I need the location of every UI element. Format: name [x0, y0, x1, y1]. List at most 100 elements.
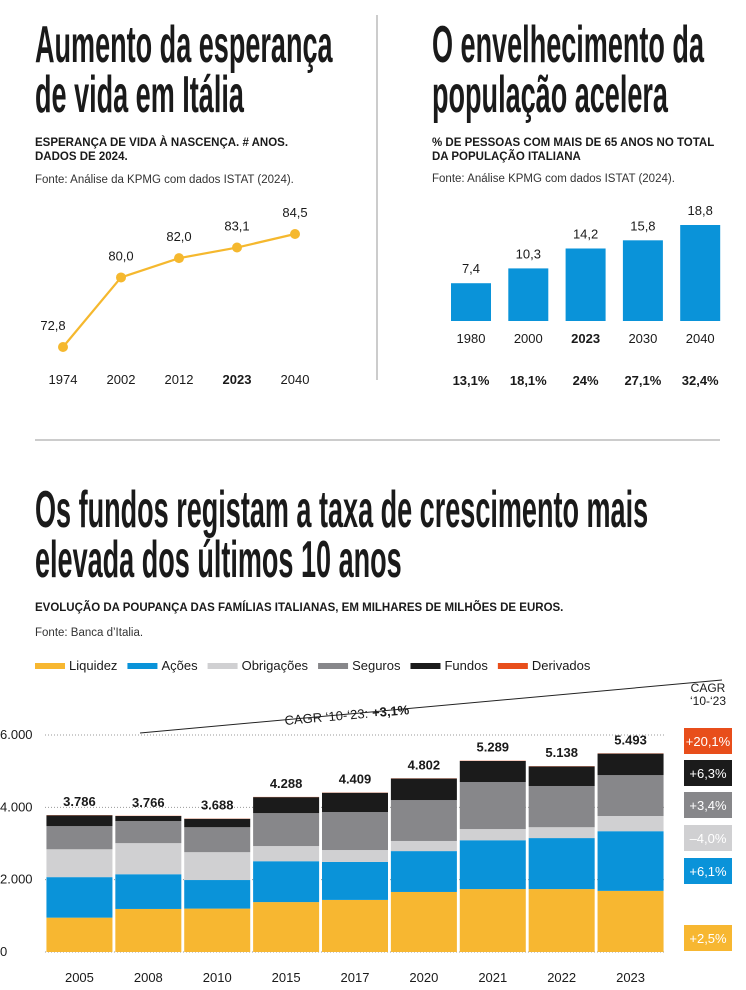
x-tick-label: 2010	[203, 970, 232, 985]
bar-segment	[184, 827, 251, 853]
bar-segment	[459, 840, 526, 890]
bar-segment	[115, 816, 182, 822]
total-label: 5.289	[477, 740, 510, 755]
legend-label: Liquidez	[69, 658, 117, 673]
value-label: 82,0	[166, 229, 191, 244]
x-tick-label: 2008	[134, 970, 163, 985]
trend-annotation: CAGR ‘10-‘23: +3,1%	[284, 702, 410, 728]
x-tick-label: 2002	[107, 372, 136, 387]
cagr-box	[684, 760, 732, 786]
bar-segment	[184, 908, 251, 952]
total-label: 4.288	[270, 776, 303, 791]
bar-segment	[528, 766, 595, 786]
value-label: 83,1	[224, 219, 249, 234]
marker	[174, 253, 184, 264]
bar-segment	[115, 874, 182, 909]
y-tick-label: 0	[0, 944, 7, 959]
x-tick-label: 2017	[341, 970, 370, 985]
footer-label: 32,4%	[682, 373, 719, 388]
cagr-label: +3,4%	[689, 798, 727, 813]
bar-segment	[322, 792, 388, 813]
x-tick-label: 2005	[65, 970, 94, 985]
bar-segment	[390, 851, 457, 892]
footer-label: 13,1%	[453, 373, 490, 388]
value-label: 14,2	[573, 226, 598, 241]
x-tick-label: 2023	[223, 372, 252, 387]
cagr-label: +6,3%	[689, 766, 727, 781]
bar-segment	[184, 880, 251, 909]
bar-segment	[322, 850, 388, 862]
x-tick-label: 2021	[478, 970, 507, 985]
legend-label: Fundos	[444, 658, 488, 673]
bar-segment	[322, 861, 388, 900]
legend-label: Seguros	[352, 658, 401, 673]
trend-label: CAGR ‘10-‘23:	[284, 706, 369, 728]
subtitle: % DE PESSOAS COM MAIS DE 65 ANOS NO TOTA…	[432, 137, 714, 149]
bar-segment	[597, 753, 664, 776]
bar-segment	[46, 826, 113, 850]
total-label: 3.688	[201, 798, 234, 813]
subtitle: DADOS DE 2024.	[35, 151, 128, 163]
bar-segment	[597, 816, 664, 832]
cagr-box	[684, 728, 732, 754]
bar-segment	[46, 815, 113, 827]
y-tick-label: 6.000	[0, 727, 33, 742]
bar-segment	[459, 889, 526, 952]
value-label: 18,8	[688, 203, 713, 218]
marker	[116, 272, 126, 283]
chart-title: Aumento da esperança	[35, 16, 333, 74]
x-tick-label: 2012	[165, 372, 194, 387]
legend-swatch	[207, 663, 238, 669]
bar-segment	[322, 899, 388, 952]
cagr-header: CAGR	[691, 681, 726, 695]
chart-title: de vida em Itália	[35, 66, 244, 124]
source: Fonte: Análise da KPMG com dados ISTAT (…	[35, 174, 294, 186]
x-tick-label: 2040	[686, 331, 715, 346]
x-tick-label: 2020	[409, 970, 438, 985]
bar-segment	[253, 861, 320, 903]
cagr-label: –4,0%	[690, 831, 727, 846]
legend-swatch	[318, 663, 349, 669]
trend-line	[139, 679, 723, 734]
trend-value: +3,1%	[371, 702, 410, 720]
value-label: 80,0	[108, 248, 133, 263]
bar-segment	[390, 891, 457, 952]
bar-segment	[597, 775, 664, 817]
bar-segment	[184, 852, 251, 881]
cagr-label: +2,5%	[689, 931, 727, 946]
chart-title: O envelhecimento da	[432, 16, 705, 74]
x-tick-label: 2000	[514, 331, 543, 346]
bar-segment	[528, 827, 595, 839]
cagr-box	[684, 925, 732, 951]
bar	[451, 283, 491, 321]
legend-label: Obrigações	[242, 658, 309, 673]
x-tick-label: 2022	[547, 970, 576, 985]
subtitle: EVOLUÇÃO DA POUPANÇA DAS FAMÍLIAS ITALIA…	[35, 601, 563, 614]
value-label: 10,3	[516, 246, 541, 261]
cagr-label: +20,1%	[686, 734, 731, 749]
footer-label: 27,1%	[624, 373, 661, 388]
bar-segment	[322, 812, 388, 851]
x-tick-label: 2040	[281, 372, 310, 387]
bar-segment	[597, 831, 664, 891]
marker	[58, 342, 68, 352]
cagr-box	[684, 858, 732, 884]
total-label: 4.802	[408, 757, 441, 772]
bar-segment	[459, 829, 526, 841]
footer-label: 24%	[573, 373, 599, 388]
y-tick-label: 2.000	[0, 872, 33, 887]
total-label: 5.493	[614, 732, 647, 747]
x-tick-label: 2015	[272, 970, 301, 985]
cagr-header: ‘10-‘23	[690, 694, 726, 708]
marker	[290, 229, 300, 239]
bar-segment	[459, 782, 526, 830]
bar-segment	[528, 785, 595, 828]
source: Fonte: Banca d’Italia.	[35, 627, 143, 639]
value-label: 84,5	[282, 205, 307, 220]
bar-segment	[253, 797, 320, 814]
legend-swatch	[35, 663, 65, 669]
bar-segment	[528, 889, 595, 952]
chart-title: elevada dos últimos 10 anos	[35, 531, 402, 589]
x-tick-label: 1974	[49, 372, 78, 387]
